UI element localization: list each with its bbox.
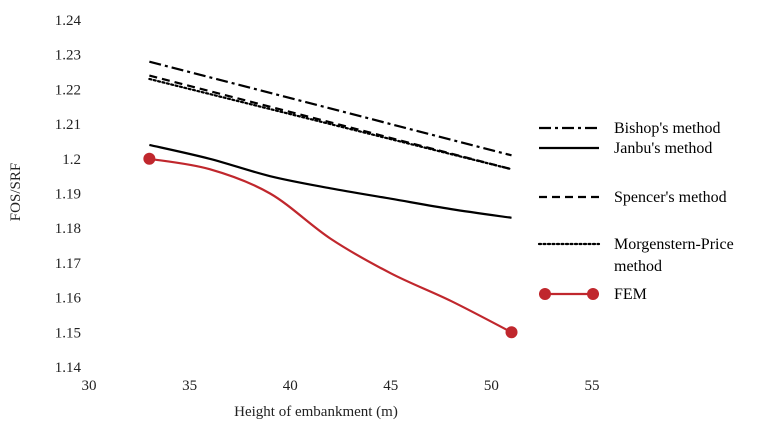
series-marker-fem bbox=[143, 152, 156, 165]
series-layer bbox=[143, 60, 518, 339]
y-tick-label: 1.23 bbox=[55, 48, 81, 64]
y-tick-label: 1.14 bbox=[55, 360, 82, 376]
y-tick-label: 1.18 bbox=[55, 221, 81, 237]
legend-label-spencer-s-method: Spencer's method bbox=[614, 189, 727, 206]
axes: 1.14 1.15 1.16 1.17 1.18 1.19 1.2 1.21 1.22 1.23 1… bbox=[55, 13, 600, 394]
y-tick-label: 1.19 bbox=[55, 187, 81, 203]
y-tick-label: 1.22 bbox=[55, 82, 81, 98]
y-tick-label: 1.17 bbox=[55, 256, 82, 272]
x-tick-label: 30 bbox=[82, 378, 97, 394]
x-tick-label: 55 bbox=[585, 378, 600, 394]
series-marker-fem bbox=[505, 326, 518, 339]
legend-marker-fem bbox=[539, 288, 551, 300]
legend-label-fem: FEM bbox=[614, 286, 647, 303]
series-line-janbu-s-method bbox=[149, 143, 512, 219]
series-line-spencer-s-method bbox=[149, 74, 512, 171]
legend: Bishop's method Janbu's method Spencer's m… bbox=[537, 120, 734, 303]
legend-label-morgenstern-price-method: Morgenstern-Price bbox=[614, 236, 734, 253]
y-tick-label: 1.16 bbox=[55, 291, 82, 307]
x-tick-label: 40 bbox=[283, 378, 298, 394]
y-tick-label: 1.24 bbox=[55, 13, 82, 29]
x-tick-label: 35 bbox=[182, 378, 197, 394]
y-axis-title: FOS/SRF bbox=[8, 163, 24, 221]
x-tick-label: 50 bbox=[484, 378, 499, 394]
y-tick-label: 1.2 bbox=[62, 152, 81, 168]
legend-marker-fem bbox=[587, 288, 599, 300]
x-axis-title: Height of embankment (m) bbox=[234, 404, 398, 420]
series-line-morgenstern-price-method bbox=[148, 77, 513, 171]
y-tick-label: 1.21 bbox=[55, 117, 81, 133]
x-tick-label: 45 bbox=[383, 378, 398, 394]
series-line-fem bbox=[149, 157, 513, 334]
y-tick-label: 1.15 bbox=[55, 325, 81, 341]
legend-label-morgenstern-price-method: method bbox=[614, 258, 662, 275]
series-line-bishop-s-method bbox=[149, 60, 512, 157]
legend-label-bishop-s-method: Bishop's method bbox=[614, 120, 720, 137]
legend-label-janbu-s-method: Janbu's method bbox=[614, 140, 712, 157]
